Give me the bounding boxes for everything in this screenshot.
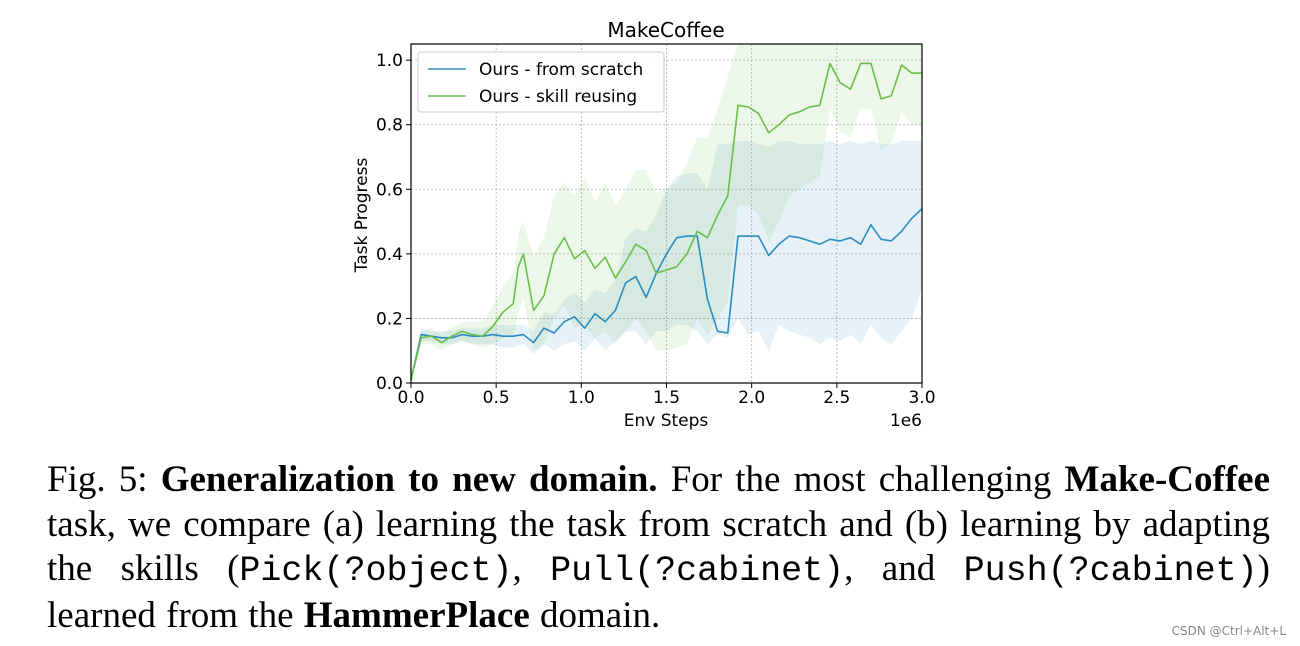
axis-ticks: 0.0 0.5 1.0 1.5 2.0 2.5 3.0 0.0 0.2 0.4 0.6 0.8 1.0 <box>376 51 936 408</box>
legend-label-from-scratch: Ours - from scratch <box>479 60 643 80</box>
caption-text: task, we compare (a) learning the task f… <box>47 503 1270 590</box>
watermark: CSDN @Ctrl+Alt+L <box>1171 624 1286 638</box>
caption-code-push: Push(?cabinet) <box>963 551 1258 591</box>
band-series-0 <box>411 140 922 383</box>
x-tick-label: 0.0 <box>397 388 424 408</box>
caption-text: For the most challenging <box>657 459 1065 500</box>
legend-label-skill-reusing: Ours - skill reusing <box>479 87 637 107</box>
x-tick-label: 2.5 <box>823 388 850 408</box>
band-series-1 <box>411 44 922 383</box>
chart-title: MakeCoffee <box>607 18 724 42</box>
x-axis-scale-label: 1e6 <box>890 411 922 431</box>
caption-text: , and <box>844 548 964 589</box>
caption-text: , <box>512 548 551 589</box>
caption-text: ) learned from the <box>47 548 1270 636</box>
x-tick-label: 2.0 <box>738 388 765 408</box>
x-tick-label: 0.5 <box>483 388 510 408</box>
y-tick-label: 1.0 <box>376 51 403 71</box>
series-lines <box>410 62 923 380</box>
caption-code-pick: Pick(?object) <box>239 551 513 591</box>
y-tick-label: 0.0 <box>376 374 403 394</box>
caption-task-name: Make-Coffee <box>1064 459 1270 500</box>
y-tick-label: 0.2 <box>376 309 403 329</box>
caption-domain-name: HammerPlace <box>303 594 530 636</box>
figure-label: Fig. 5: <box>47 459 161 500</box>
y-tick-label: 0.6 <box>376 180 403 200</box>
x-tick-label: 1.0 <box>568 388 595 408</box>
x-tick-label: 1.5 <box>653 388 680 408</box>
caption-text: domain. <box>529 594 661 636</box>
confidence-bands <box>411 44 922 383</box>
line-series-1 <box>410 62 922 380</box>
y-tick-label: 0.8 <box>376 116 403 136</box>
chart: 0.0 0.5 1.0 1.5 2.0 2.5 3.00.00.20.40.60.81.0 … <box>352 18 936 431</box>
legend-box <box>417 51 665 113</box>
figure-caption: Fig. 5: Generalization to new domain. Fo… <box>47 458 1270 638</box>
x-tick-label: 3.0 <box>908 388 935 408</box>
line-series-0 <box>410 208 923 380</box>
caption-code-pull: Pull(?cabinet) <box>550 551 845 591</box>
caption-title: Generalization to new domain. <box>160 459 658 500</box>
y-axis-label: Task Progress <box>352 158 372 274</box>
legend: Ours - from scratch Ours - skill reusing <box>417 51 665 113</box>
y-tick-label: 0.4 <box>376 245 403 265</box>
x-axis-label: Env Steps <box>624 411 709 431</box>
